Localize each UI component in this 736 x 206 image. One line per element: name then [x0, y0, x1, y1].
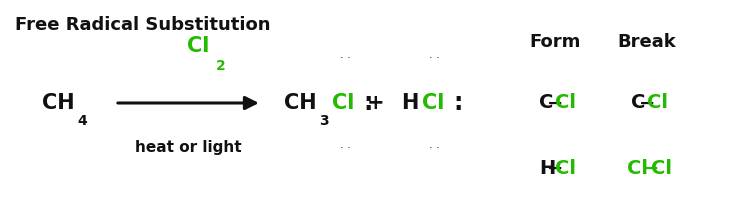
Text: Cl: Cl — [555, 94, 576, 112]
Text: · ·: · · — [340, 143, 350, 153]
Text: Cl: Cl — [647, 94, 668, 112]
Text: +: + — [367, 93, 384, 113]
Text: CH: CH — [283, 93, 316, 113]
Text: −: − — [547, 94, 563, 112]
Text: Cl: Cl — [626, 159, 648, 178]
Text: Cl: Cl — [422, 93, 444, 113]
Text: CH: CH — [42, 93, 74, 113]
Text: 3: 3 — [319, 114, 328, 128]
Text: C: C — [631, 94, 645, 112]
Text: · ·: · · — [340, 53, 350, 63]
Text: 2: 2 — [216, 59, 226, 73]
Text: · ·: · · — [429, 53, 440, 63]
Text: C: C — [539, 94, 553, 112]
Text: −: − — [639, 94, 655, 112]
Text: · ·: · · — [429, 143, 440, 153]
Text: Break: Break — [618, 33, 676, 51]
Text: Cl: Cl — [555, 159, 576, 178]
Text: Cl: Cl — [651, 159, 672, 178]
Text: :: : — [364, 91, 373, 115]
Text: H: H — [539, 159, 555, 178]
Text: Cl: Cl — [187, 36, 209, 56]
Text: Cl: Cl — [332, 93, 355, 113]
Text: heat or light: heat or light — [135, 140, 241, 155]
Text: H: H — [401, 93, 418, 113]
Text: 4: 4 — [77, 114, 87, 128]
Text: Free Radical Substitution: Free Radical Substitution — [15, 16, 270, 34]
Text: Form: Form — [529, 33, 581, 51]
Text: −: − — [547, 159, 563, 178]
Text: :: : — [453, 91, 462, 115]
Text: −: − — [643, 159, 659, 178]
